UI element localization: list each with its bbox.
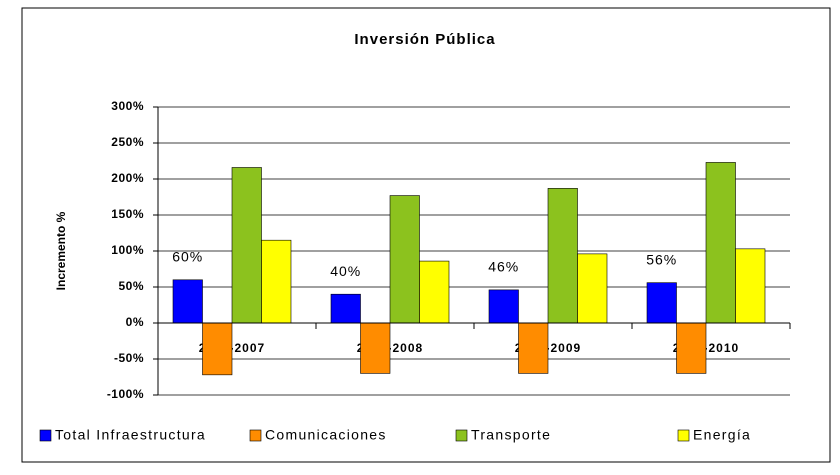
y-tick-label: 50% [118, 279, 144, 293]
bar [676, 322, 707, 374]
bar [172, 279, 203, 324]
chart-border [21, 7, 831, 463]
data-label: 60% [172, 249, 203, 265]
y-tick-label: -100% [107, 387, 144, 401]
bar [202, 322, 233, 376]
bar [419, 260, 450, 324]
legend-label: Comunicaciones [265, 427, 387, 443]
bar [577, 253, 608, 324]
y-tick-label: 150% [111, 207, 144, 221]
bar [231, 167, 262, 324]
bar [488, 289, 519, 324]
legend-label: Energía [693, 427, 751, 443]
chart-title: Inversión Pública [354, 31, 495, 48]
y-tick-label: 200% [111, 171, 144, 185]
legend-swatch [677, 429, 690, 442]
legend-label: Transporte [471, 427, 551, 443]
bar [646, 282, 677, 324]
y-tick-label: 250% [111, 135, 144, 149]
bar [735, 248, 766, 324]
bar [261, 239, 292, 324]
bar [330, 293, 361, 324]
bar [705, 162, 736, 324]
legend-swatch [39, 429, 52, 442]
data-label: 40% [330, 263, 361, 279]
legend-swatch [249, 429, 262, 442]
bar [547, 188, 578, 324]
y-tick-label: 300% [111, 99, 144, 113]
data-label: 46% [488, 259, 519, 275]
y-axis-label: Incremento % [54, 211, 68, 290]
bar [360, 322, 391, 374]
bar [518, 322, 549, 374]
legend-swatch [455, 429, 468, 442]
y-tick-label: 0% [126, 315, 144, 329]
bar [389, 195, 420, 324]
y-tick-label: 100% [111, 243, 144, 257]
data-label: 56% [646, 251, 677, 267]
legend-label: Total Infraestructura [55, 427, 206, 443]
y-tick-label: -50% [114, 351, 144, 365]
